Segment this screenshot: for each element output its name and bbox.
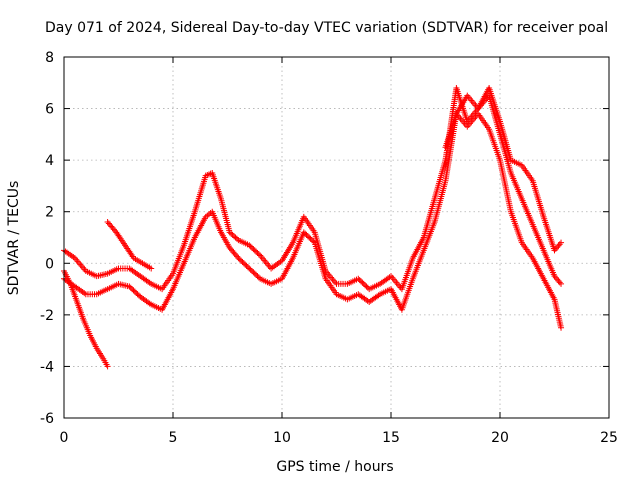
data-point	[238, 257, 245, 264]
y-tick-label: 6	[45, 102, 54, 118]
data-point	[254, 273, 261, 280]
data-point	[228, 230, 235, 237]
chart-grid	[64, 57, 609, 418]
data-point	[359, 279, 366, 286]
data-point	[112, 227, 119, 234]
data-point	[360, 280, 367, 287]
data-point	[250, 269, 257, 276]
data-point	[250, 246, 257, 253]
data-point	[126, 283, 133, 290]
y-axis-ticks: -6 -4 -2 0 2 4 6 8	[40, 50, 609, 427]
data-point	[130, 287, 137, 294]
series-track-c	[61, 268, 111, 370]
data-point	[249, 268, 256, 275]
y-tick-label: 0	[45, 256, 54, 272]
data-point	[356, 277, 363, 284]
data-point	[302, 230, 309, 237]
data-point	[304, 233, 311, 240]
data-point	[246, 242, 253, 249]
y-tick-label: 8	[45, 50, 54, 66]
data-point	[253, 248, 260, 255]
data-point	[555, 277, 562, 284]
data-point	[246, 265, 253, 272]
data-point	[558, 324, 565, 331]
x-axis-ticks: 0 5 10 15 20 25	[60, 57, 618, 446]
data-point	[134, 291, 141, 298]
data-point	[554, 276, 561, 283]
data-point	[558, 239, 565, 246]
data-point	[556, 279, 563, 286]
data-point	[127, 284, 134, 291]
data-point	[234, 253, 241, 260]
data-point	[243, 262, 250, 269]
chart-points	[61, 84, 565, 370]
data-point	[310, 238, 317, 245]
series-track-b	[61, 110, 565, 331]
data-point	[363, 283, 370, 290]
y-tick-label: 2	[45, 205, 54, 221]
data-point	[242, 261, 249, 268]
data-point	[558, 280, 565, 287]
data-point	[303, 231, 310, 238]
data-point	[247, 266, 254, 273]
data-point	[131, 288, 138, 295]
data-point	[555, 242, 562, 249]
x-tick-label: 0	[60, 430, 69, 446]
data-point	[129, 286, 136, 293]
data-point	[236, 256, 243, 263]
data-point	[251, 247, 258, 254]
x-axis-label: GPS time / hours	[276, 459, 393, 475]
data-point	[233, 235, 240, 242]
chart-title: Day 071 of 2024, Sidereal Day-to-day VTE…	[45, 20, 608, 36]
series-track-a	[61, 84, 565, 293]
x-tick-label: 25	[600, 430, 618, 446]
data-point	[253, 271, 260, 278]
data-point	[240, 260, 247, 267]
x-tick-label: 15	[382, 430, 400, 446]
data-point	[362, 282, 369, 289]
y-tick-label: 4	[45, 153, 54, 169]
data-point	[148, 265, 155, 272]
x-tick-label: 10	[273, 430, 291, 446]
data-point	[104, 363, 111, 370]
series-track-e	[442, 84, 565, 254]
series-track-d	[104, 219, 155, 272]
data-point	[556, 241, 563, 248]
y-tick-label: -2	[40, 308, 54, 324]
data-point	[247, 243, 254, 250]
data-point	[232, 234, 239, 241]
y-tick-label: -4	[40, 359, 54, 375]
x-tick-label: 5	[169, 430, 178, 446]
data-point	[244, 264, 251, 271]
data-point	[254, 249, 261, 256]
y-axis-label: SDTVAR / TECUs	[6, 181, 22, 296]
data-point	[249, 244, 256, 251]
data-point	[226, 229, 233, 236]
plot-frame	[63, 56, 610, 419]
data-point	[255, 251, 262, 258]
data-point	[133, 289, 140, 296]
data-point	[255, 274, 262, 281]
x-tick-label: 20	[491, 430, 509, 446]
data-point	[355, 275, 362, 282]
data-point	[235, 255, 242, 262]
data-point	[300, 229, 307, 236]
data-point	[308, 237, 315, 244]
data-point	[231, 233, 238, 240]
data-point	[358, 278, 365, 285]
data-point	[229, 231, 236, 238]
data-point	[239, 258, 246, 265]
y-tick-label: -6	[40, 411, 54, 427]
data-point	[306, 234, 313, 241]
data-point	[307, 235, 314, 242]
data-point	[251, 270, 258, 277]
